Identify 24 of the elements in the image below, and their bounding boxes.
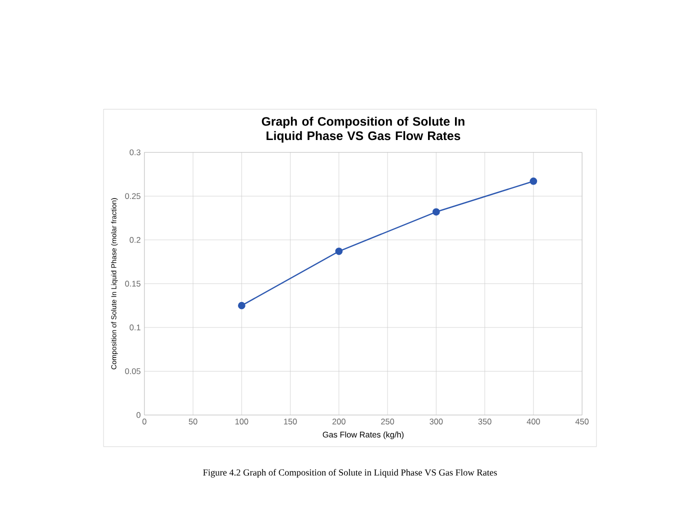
y-tick-label: 0.05 — [125, 368, 140, 374]
y-tick-label: 0 — [136, 412, 140, 418]
point — [530, 178, 538, 185]
x-tick-label: 0 — [142, 418, 146, 424]
x-tick-label: 300 — [430, 418, 443, 424]
point — [238, 302, 246, 310]
x-tick-label: 200 — [332, 418, 346, 424]
x-tick-label: 400 — [526, 418, 540, 424]
x-tick-label: 150 — [284, 418, 297, 424]
y-tick-label: 0.2 — [130, 237, 140, 243]
x-tick-label: 350 — [478, 418, 492, 424]
x-tick-label: 450 — [575, 418, 589, 424]
x-tick-label: 50 — [188, 418, 198, 424]
point — [335, 248, 343, 255]
caption: Figure 4.2 Graph of Composition of Solute in Liquid Phase VS Gas Flow Rates — [203, 469, 497, 478]
y-tick-label: 0.15 — [125, 280, 140, 287]
y-tick-label: 0.3 — [130, 149, 140, 156]
x-tick-label: 250 — [381, 418, 394, 424]
chart-title: Graph of Composition of Solute In Liquid Phase VS Gas Flow Rates — [262, 116, 464, 143]
y-tick-label: 0.1 — [130, 324, 140, 330]
x-tick-label: 100 — [235, 418, 248, 424]
y-tick-label: 0.25 — [125, 193, 140, 200]
point — [432, 208, 440, 216]
x-axis-title: Gas Flow Rates (kg/h) — [322, 431, 404, 440]
